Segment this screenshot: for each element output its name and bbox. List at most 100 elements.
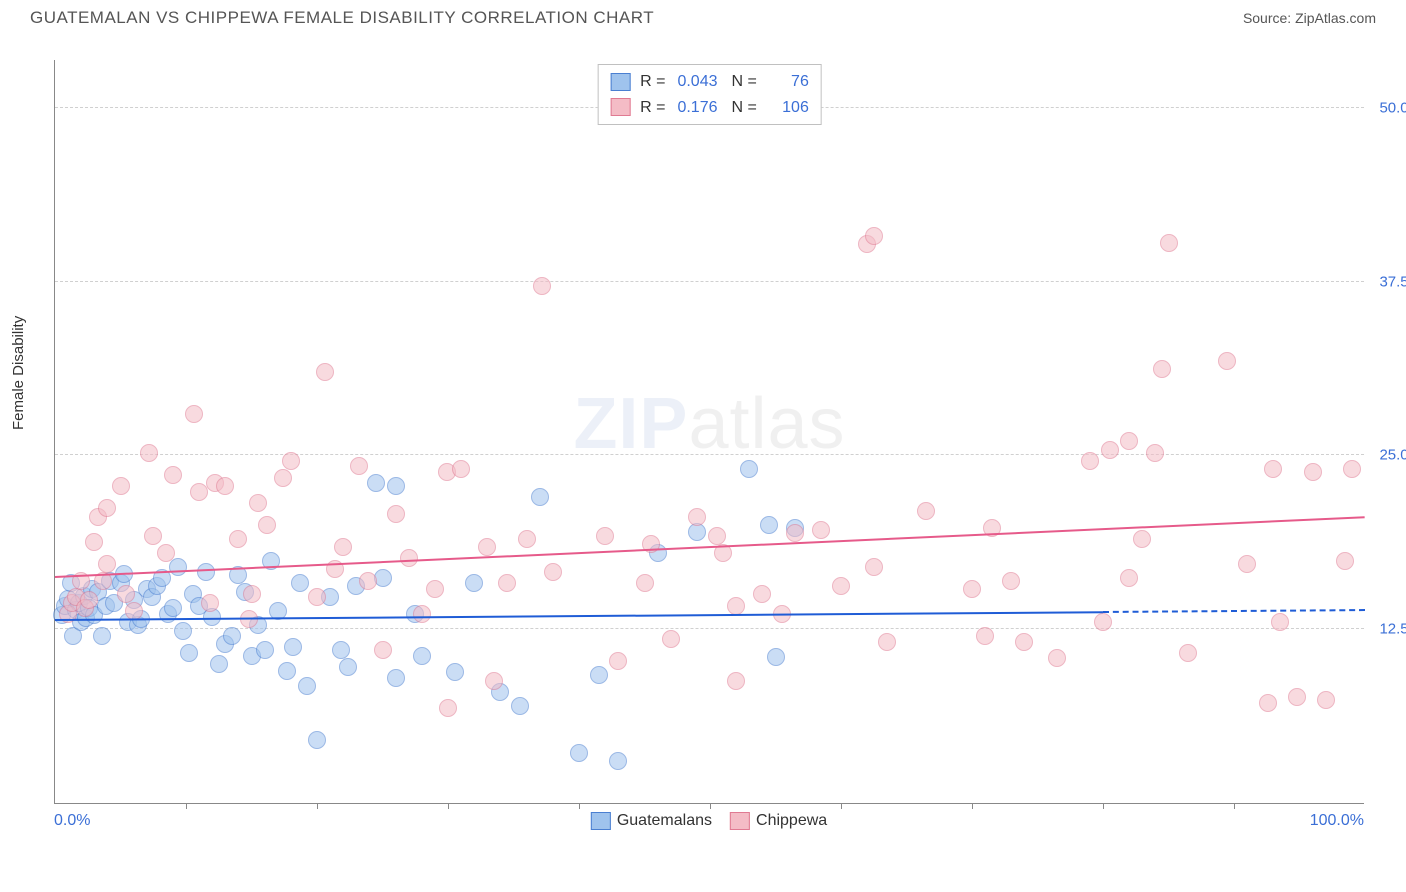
legend-n-value: 106 bbox=[761, 95, 809, 121]
data-point bbox=[1264, 460, 1282, 478]
x-tick bbox=[1103, 803, 1104, 809]
data-point bbox=[413, 605, 431, 623]
data-point bbox=[210, 655, 228, 673]
data-point bbox=[865, 227, 883, 245]
watermark-thin: atlas bbox=[688, 383, 845, 463]
data-point bbox=[511, 697, 529, 715]
data-point bbox=[688, 508, 706, 526]
data-point bbox=[339, 658, 357, 676]
x-min-label: 0.0% bbox=[54, 812, 90, 830]
data-point bbox=[164, 599, 182, 617]
data-point bbox=[223, 627, 241, 645]
data-point bbox=[93, 627, 111, 645]
data-point bbox=[1343, 460, 1361, 478]
gridline bbox=[55, 281, 1364, 282]
data-point bbox=[278, 662, 296, 680]
data-point bbox=[1317, 691, 1335, 709]
legend-swatch bbox=[730, 812, 750, 830]
data-point bbox=[308, 588, 326, 606]
data-point bbox=[865, 558, 883, 576]
legend-swatch bbox=[610, 98, 630, 116]
data-point bbox=[117, 585, 135, 603]
data-point bbox=[350, 457, 368, 475]
data-point bbox=[446, 663, 464, 681]
data-point bbox=[812, 521, 830, 539]
data-point bbox=[316, 363, 334, 381]
data-point bbox=[727, 597, 745, 615]
data-point bbox=[334, 538, 352, 556]
legend-n-value: 76 bbox=[761, 69, 809, 95]
data-point bbox=[1101, 441, 1119, 459]
x-tick bbox=[579, 803, 580, 809]
data-point bbox=[452, 460, 470, 478]
data-point bbox=[98, 555, 116, 573]
legend-label: Guatemalans bbox=[617, 812, 712, 829]
data-point bbox=[596, 527, 614, 545]
data-point bbox=[201, 594, 219, 612]
data-point bbox=[180, 644, 198, 662]
data-point bbox=[243, 585, 261, 603]
legend-r-label: R = bbox=[640, 69, 665, 95]
data-point bbox=[1146, 444, 1164, 462]
data-point bbox=[1120, 432, 1138, 450]
data-point bbox=[485, 672, 503, 690]
data-point bbox=[112, 477, 130, 495]
data-point bbox=[308, 731, 326, 749]
x-tick bbox=[448, 803, 449, 809]
chart-title: GUATEMALAN VS CHIPPEWA FEMALE DISABILITY… bbox=[30, 8, 654, 28]
data-point bbox=[740, 460, 758, 478]
data-point bbox=[1002, 572, 1020, 590]
x-tick bbox=[710, 803, 711, 809]
data-point bbox=[1218, 352, 1236, 370]
header: GUATEMALAN VS CHIPPEWA FEMALE DISABILITY… bbox=[0, 0, 1406, 32]
data-point bbox=[197, 563, 215, 581]
legend-row: R =0.176N =106 bbox=[610, 95, 809, 121]
data-point bbox=[256, 641, 274, 659]
data-point bbox=[157, 544, 175, 562]
data-point bbox=[1271, 613, 1289, 631]
data-point bbox=[662, 630, 680, 648]
data-point bbox=[478, 538, 496, 556]
data-point bbox=[174, 622, 192, 640]
data-point bbox=[1288, 688, 1306, 706]
data-point bbox=[518, 530, 536, 548]
data-point bbox=[767, 648, 785, 666]
data-point bbox=[1120, 569, 1138, 587]
data-point bbox=[533, 277, 551, 295]
y-axis-label: Female Disability bbox=[10, 316, 27, 430]
data-point bbox=[164, 466, 182, 484]
data-point bbox=[298, 677, 316, 695]
data-point bbox=[1081, 452, 1099, 470]
scatter-chart: ZIPatlas R =0.043N =76R =0.176N =106 12.… bbox=[54, 60, 1364, 804]
data-point bbox=[609, 652, 627, 670]
data-point bbox=[1160, 234, 1178, 252]
source-attribution: Source: ZipAtlas.com bbox=[1243, 10, 1376, 26]
data-point bbox=[439, 699, 457, 717]
data-point bbox=[1094, 613, 1112, 631]
data-point bbox=[258, 516, 276, 534]
data-point bbox=[98, 499, 116, 517]
data-point bbox=[85, 533, 103, 551]
data-point bbox=[498, 574, 516, 592]
x-tick bbox=[841, 803, 842, 809]
legend-label: Chippewa bbox=[756, 812, 827, 829]
data-point bbox=[1179, 644, 1197, 662]
data-point bbox=[786, 524, 804, 542]
legend-item: Guatemalans bbox=[591, 812, 712, 830]
data-point bbox=[636, 574, 654, 592]
data-point bbox=[413, 647, 431, 665]
data-point bbox=[284, 638, 302, 656]
data-point bbox=[400, 549, 418, 567]
data-point bbox=[609, 752, 627, 770]
data-point bbox=[976, 627, 994, 645]
y-tick-label: 37.5% bbox=[1379, 273, 1406, 290]
data-point bbox=[274, 469, 292, 487]
data-point bbox=[570, 744, 588, 762]
data-point bbox=[963, 580, 981, 598]
data-point bbox=[291, 574, 309, 592]
data-point bbox=[387, 505, 405, 523]
trend-line bbox=[1103, 609, 1365, 613]
legend-r-value: 0.043 bbox=[670, 69, 718, 95]
data-point bbox=[169, 558, 187, 576]
y-tick-label: 25.0% bbox=[1379, 447, 1406, 464]
